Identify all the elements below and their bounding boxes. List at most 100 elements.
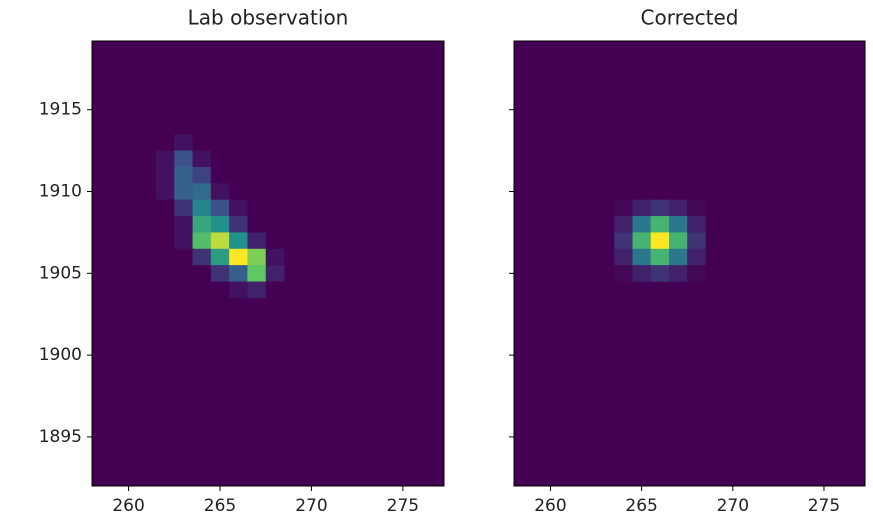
- x-tick-label: 265: [625, 496, 657, 516]
- heatmap-cell: [229, 183, 248, 200]
- heatmap-cell: [193, 232, 212, 249]
- heatmap-cell: [156, 200, 175, 217]
- x-tick-label: 270: [717, 496, 749, 516]
- y-tick-label: 1895: [39, 427, 82, 447]
- heatmap-cell: [247, 216, 266, 233]
- heatmap-cell: [651, 216, 670, 233]
- x-tick-label: 275: [808, 496, 840, 516]
- heatmap-cell: [669, 232, 688, 249]
- y-tick-label: 1905: [39, 263, 82, 283]
- x-tick-label: 275: [387, 496, 419, 516]
- chart: 26026527027518951900190519101915Lab obse…: [0, 0, 873, 523]
- heatmap-cell: [156, 265, 175, 282]
- heatmap-cell: [266, 151, 285, 168]
- heatmap-cell: [229, 281, 248, 298]
- heatmap-cell: [247, 151, 266, 168]
- heatmap-cell: [669, 200, 688, 217]
- heatmap-cell: [651, 232, 670, 249]
- heatmap-cell: [174, 134, 193, 151]
- heatmap-cell: [614, 232, 633, 249]
- heatmap-cell: [687, 249, 706, 266]
- heatmap-cell: [211, 232, 230, 249]
- heatmap-cell: [614, 249, 633, 266]
- heatmap-cell: [174, 151, 193, 168]
- heatmap-cell: [193, 249, 212, 266]
- heatmap-cell: [266, 183, 285, 200]
- heatmap-cell: [247, 183, 266, 200]
- heatmap-cell: [229, 265, 248, 282]
- heatmap-cell: [193, 200, 212, 217]
- heatmap-cell: [247, 232, 266, 249]
- heatmap-cell: [247, 249, 266, 266]
- heatmap-cell: [669, 216, 688, 233]
- heatmap-cell: [211, 216, 230, 233]
- heatmap-cell: [247, 265, 266, 282]
- heatmap-cell: [266, 281, 285, 298]
- heatmap-cell: [156, 151, 175, 168]
- heatmap-cell: [633, 232, 652, 249]
- heatmap-cell: [211, 249, 230, 266]
- x-tick-label: 260: [112, 496, 144, 516]
- heatmap-cell: [156, 167, 175, 184]
- heatmap-cell: [651, 249, 670, 266]
- heatmap-cell: [266, 265, 285, 282]
- heatmap-cell: [614, 216, 633, 233]
- heatmap-cell: [156, 216, 175, 233]
- heatmap-cell: [156, 134, 175, 151]
- heatmap-cell: [229, 167, 248, 184]
- heatmap-cell: [247, 134, 266, 151]
- heatmap-cell: [174, 281, 193, 298]
- heatmap-cell: [211, 151, 230, 168]
- heatmap-cell: [247, 281, 266, 298]
- y-tick-label: 1900: [39, 345, 82, 365]
- heatmap-cell: [174, 200, 193, 217]
- heatmap-cell: [687, 216, 706, 233]
- heatmap-cell: [266, 249, 285, 266]
- heatmap-cell: [687, 232, 706, 249]
- heatmap-cell: [229, 134, 248, 151]
- heatmap-cell: [669, 265, 688, 282]
- heatmap-cell: [193, 216, 212, 233]
- heatmap-cell: [174, 232, 193, 249]
- heatmap-cell: [651, 265, 670, 282]
- heatmap-cell: [633, 216, 652, 233]
- heatmap-cell: [193, 134, 212, 151]
- heatmap-cell: [211, 200, 230, 217]
- heatmap-cell: [266, 200, 285, 217]
- heatmap-cell: [156, 281, 175, 298]
- y-tick-label: 1915: [39, 100, 82, 120]
- heatmap-cell: [247, 200, 266, 217]
- heatmap-cell: [156, 183, 175, 200]
- heatmap-cell: [193, 167, 212, 184]
- heatmap-cell: [633, 249, 652, 266]
- heatmap-cell: [669, 249, 688, 266]
- heatmap-cell: [687, 200, 706, 217]
- heatmap-cell: [193, 183, 212, 200]
- heatmap-cell: [687, 265, 706, 282]
- heatmap-cell: [193, 281, 212, 298]
- heatmap-cell: [266, 134, 285, 151]
- heatmap-cell: [229, 249, 248, 266]
- heatmap-cell: [247, 167, 266, 184]
- y-tick-label: 1910: [39, 182, 82, 202]
- heatmap-cell: [174, 265, 193, 282]
- heatmap-cell: [651, 200, 670, 217]
- heatmap-cell: [211, 134, 230, 151]
- heatmap-cell: [633, 265, 652, 282]
- heatmap-cell: [174, 216, 193, 233]
- heatmap-cell: [229, 200, 248, 217]
- heatmap-cell: [193, 151, 212, 168]
- heatmap-cell: [633, 200, 652, 217]
- heatmap-cell: [614, 265, 633, 282]
- heatmap-cell: [614, 200, 633, 217]
- heatmap-cell: [211, 281, 230, 298]
- x-tick-label: 265: [204, 496, 236, 516]
- heatmap-cell: [229, 216, 248, 233]
- heatmap-cell: [156, 249, 175, 266]
- heatmap-cell: [156, 232, 175, 249]
- heatmap-cell: [211, 167, 230, 184]
- heatmap-cell: [174, 249, 193, 266]
- heatmap-cell: [193, 265, 212, 282]
- heatmap-cell: [174, 167, 193, 184]
- heatmap-cell: [229, 151, 248, 168]
